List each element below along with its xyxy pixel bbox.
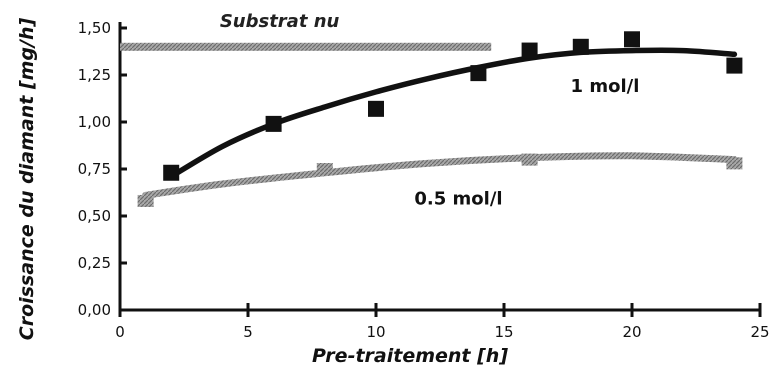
x-tick-label: 25 [750, 323, 769, 341]
y-tick-label: 1,25 [78, 66, 111, 84]
axes: 0,00 0,25 0,50 0,75 1,00 1,25 1,50 0 5 10 15 20 25 [78, 19, 770, 341]
y-tick-label: 0,50 [78, 207, 111, 225]
series-05mol-point [316, 163, 333, 175]
series-05mol-point [137, 194, 154, 207]
series-substrat-nu-line [120, 42, 492, 51]
series-1mol-point [726, 57, 743, 74]
y-tick-label: 0,00 [78, 301, 111, 319]
x-tick-label: 0 [115, 323, 125, 341]
series-1mol-point [470, 65, 487, 82]
series-1mol-point [572, 38, 589, 55]
x-tick-label: 10 [366, 323, 385, 341]
series-1mol-point [368, 100, 384, 117]
y-tick-label: 1,00 [78, 113, 111, 131]
series-1mol-point [265, 115, 282, 132]
series-label-05mol: 0.5 mol/l [414, 189, 502, 210]
x-axis-title: Pre-traitement [h] [312, 345, 508, 367]
y-axis-title: Croissance du diamant [mg/h] [16, 18, 38, 341]
series-05mol-point [726, 157, 743, 170]
series-05mol-fit-line [142, 152, 738, 199]
labels-layer: 1 mol/l 0.5 mol/l Substrat nu Pre-traite… [16, 11, 639, 367]
series-label-1mol: 1 mol/l [571, 76, 640, 97]
series-05mol-point [521, 153, 538, 166]
x-tick-label: 20 [622, 323, 641, 341]
series-layer [120, 31, 743, 207]
y-tick-label: 0,75 [78, 160, 111, 178]
x-tick-label: 15 [494, 323, 513, 341]
series-1mol-point [624, 31, 640, 48]
y-tick-label: 1,50 [78, 19, 111, 37]
series-label-substrat: Substrat nu [220, 11, 340, 32]
y-tick-label: 0,25 [78, 254, 111, 272]
x-tick-label: 5 [243, 323, 253, 341]
series-1mol-point [521, 42, 538, 59]
series-1mol-point [163, 164, 180, 181]
